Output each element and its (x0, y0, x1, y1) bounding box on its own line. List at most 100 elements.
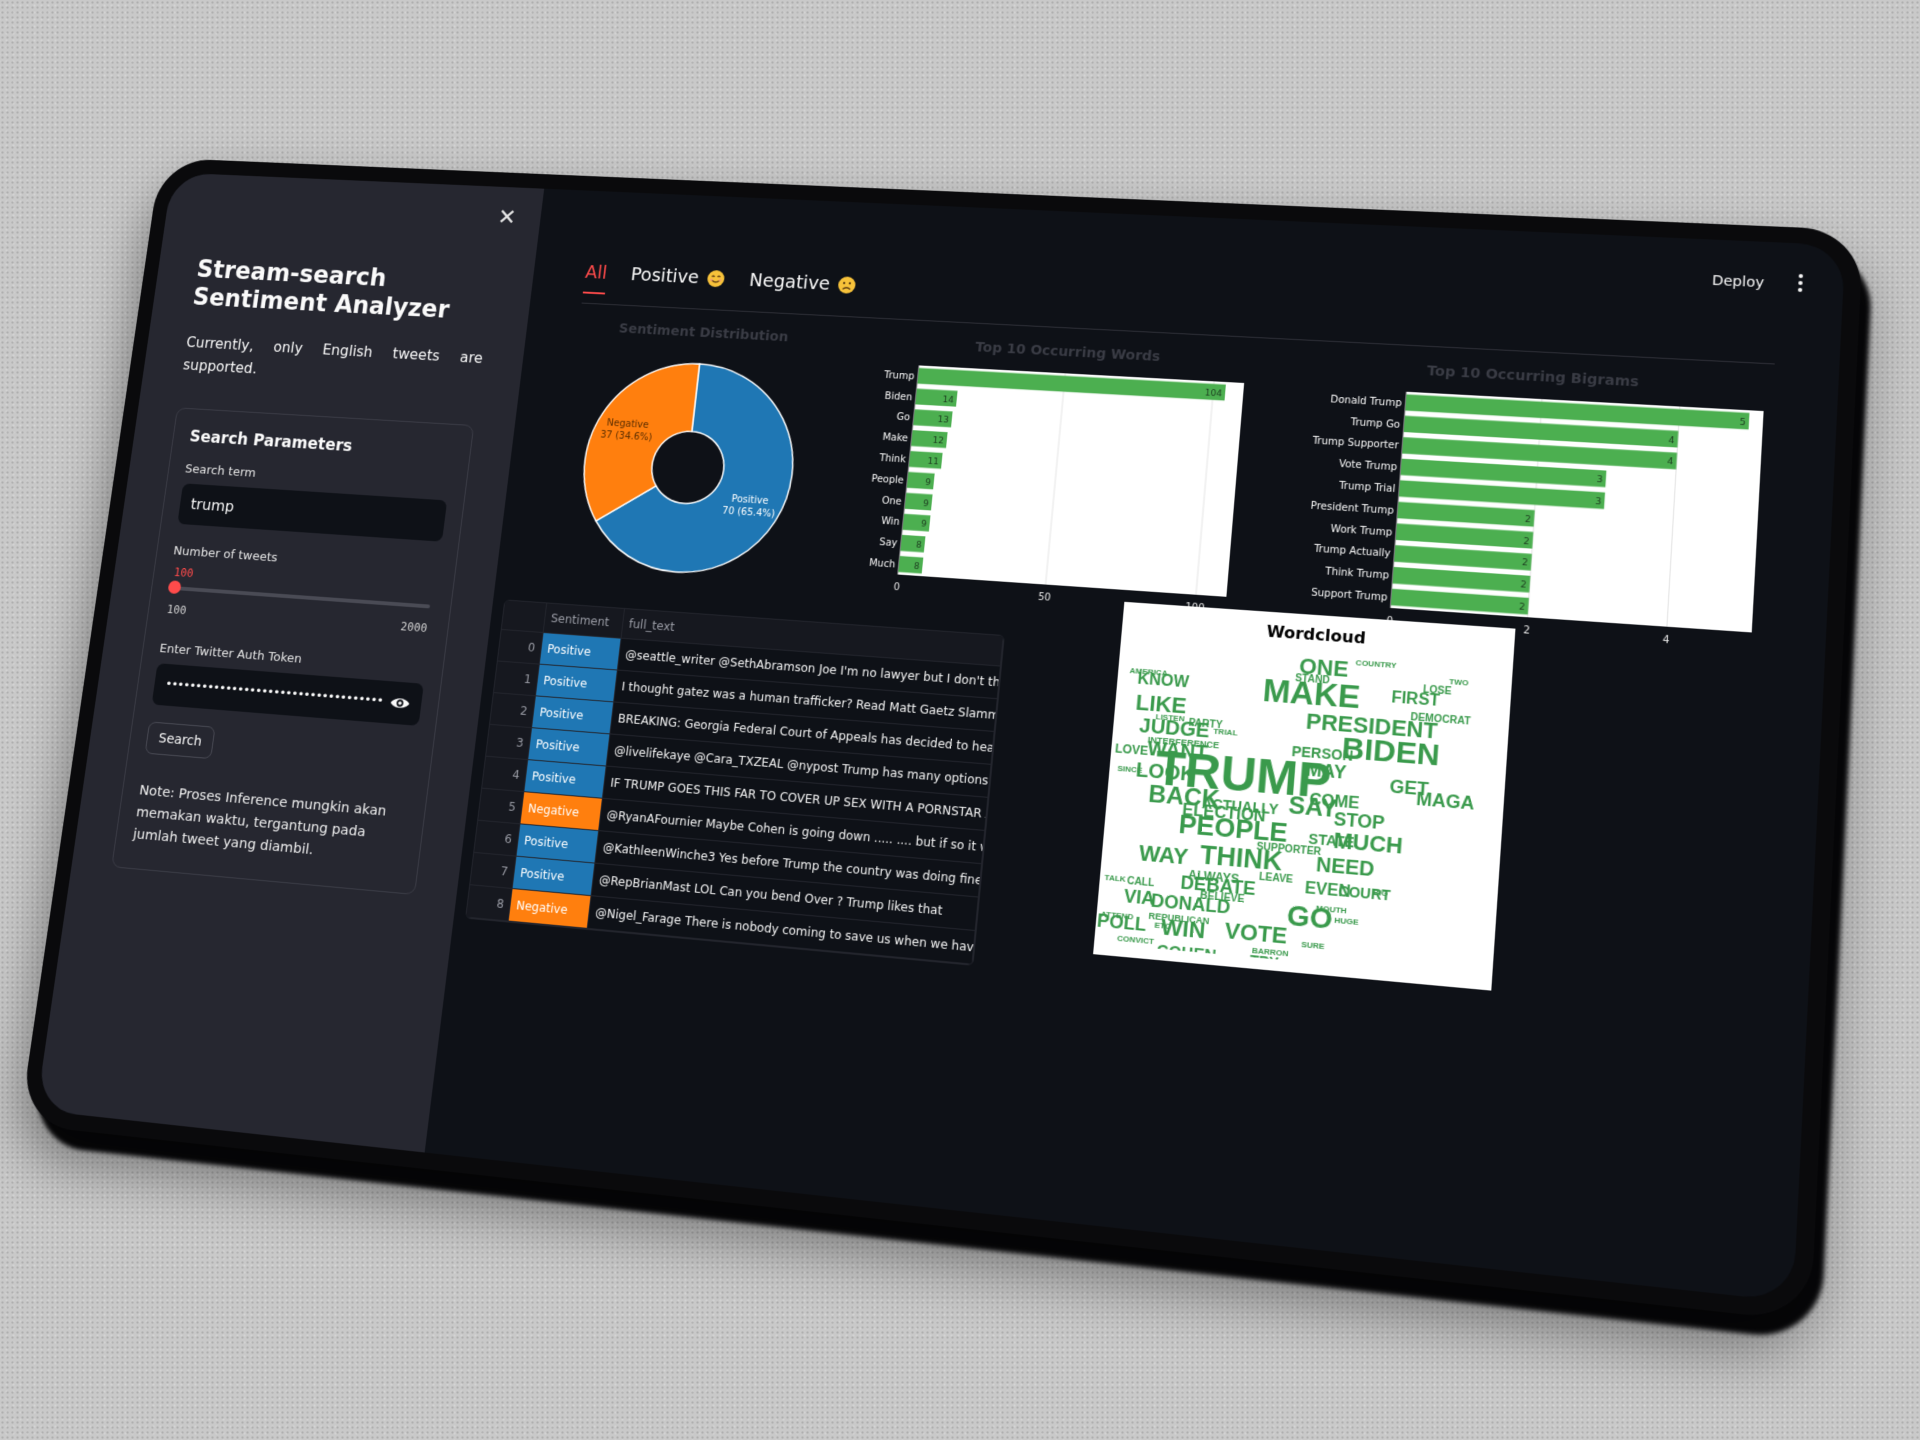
plot-area (1390, 391, 1764, 633)
bar-value-label: 2 (1523, 536, 1530, 547)
sentiment-cell[interactable]: Negative (508, 888, 592, 929)
row-index: 7 (470, 852, 517, 889)
bar-president-trump[interactable] (1397, 501, 1535, 527)
category-label: President Trump (1310, 500, 1394, 517)
category-label: Make (882, 432, 909, 445)
category-label: Vote Trump (1338, 459, 1397, 474)
category-label: Think Trump (1324, 566, 1390, 582)
search-button[interactable]: Search (144, 721, 216, 760)
wordcloud-word: COUNTRY (1355, 658, 1397, 671)
category-label: Think (878, 453, 907, 466)
category-label: Donald Trump (1330, 394, 1402, 409)
deploy-button[interactable]: Deploy (1711, 273, 1765, 292)
words-svg: 050100Trump104Biden14Go13Make12Think11Pe… (868, 349, 1245, 614)
bar-value-label: 9 (925, 478, 932, 488)
bar-go[interactable] (913, 409, 953, 428)
wordcloud-word: BIDEN (1341, 731, 1441, 773)
category-label: Trump Supporter (1311, 436, 1399, 452)
bar-value-label: 4 (1667, 457, 1674, 468)
menu-icon[interactable] (1789, 269, 1812, 298)
slider-min-label: 100 (166, 602, 188, 618)
tab-positive[interactable]: Positive (629, 264, 727, 298)
tab-positive-label[interactable]: Positive (629, 264, 701, 288)
bar-support-trump[interactable] (1390, 588, 1529, 615)
sentiment-pie-chart: Sentiment Distribution Positive 70 (65.4%… (533, 318, 846, 600)
bar-make[interactable] (911, 430, 948, 449)
table-body: 0 Positive @seattle_writer @SethAbramson J… (466, 629, 1001, 965)
slider-thumb[interactable] (167, 580, 182, 595)
frown-emoji-icon (837, 276, 857, 294)
wordcloud-word: GET (1389, 776, 1430, 800)
close-icon[interactable]: ✕ (496, 204, 518, 231)
eye-icon[interactable] (389, 695, 411, 712)
x-tick-label: 0 (893, 582, 900, 594)
close-sidebar-button[interactable]: ✕ (492, 203, 523, 231)
top-bigrams-bar-chart: Top 10 Occurring Bigrams 024Donald Trump… (1265, 356, 1787, 667)
num-tweets-slider[interactable]: 100 100 2000 (163, 565, 437, 644)
bar-trump-actually[interactable] (1394, 545, 1532, 571)
smile-emoji-icon (706, 269, 726, 288)
top-words-bar-chart: Top 10 Occurring Words 050100Trump104Bid… (837, 334, 1277, 631)
wordcloud-word: STAND (1295, 673, 1331, 687)
bar-value-label: 8 (915, 541, 922, 552)
pie-slice-positive[interactable] (591, 359, 804, 579)
bar-people[interactable] (906, 471, 935, 490)
category-label: Support Trump (1311, 587, 1388, 604)
wordcloud-image: Wordcloud TRUMP BIDEN MAKE PRESIDENT ONE FIRS… (1093, 601, 1516, 991)
wordcloud-word: BARRON (1251, 945, 1288, 958)
wordcloud-word: FIRST (1391, 688, 1442, 710)
app-description: Currently, only English tweets are suppo… (181, 334, 484, 378)
wordcloud-word: SINCE (1117, 763, 1143, 775)
pie-label-positive: Positive (731, 494, 769, 507)
wordcloud-word: EVEN (1304, 879, 1351, 901)
wordcloud-word: ACTUALLY (1201, 795, 1279, 817)
wordcloud-word: NEED (1315, 854, 1375, 882)
bar-value-label: 2 (1522, 558, 1529, 569)
bar-value-label: 3 (1596, 475, 1603, 486)
wordcloud-word: PERSON (1291, 743, 1354, 764)
bar-value-label: 2 (1525, 514, 1532, 525)
wordcloud-word: DEMOCRAT (1410, 712, 1471, 728)
bar-work-trump[interactable] (1395, 523, 1534, 549)
tab-negative-label[interactable]: Negative (748, 270, 831, 295)
bar-value-label: 8 (913, 562, 920, 573)
wordcloud-word: STOP (1333, 809, 1386, 834)
category-label: Trump (883, 370, 915, 383)
search-term-input[interactable]: trump (177, 483, 448, 542)
wordcloud-word: THINK (1199, 841, 1284, 877)
wordcloud-word: STATE (1308, 831, 1355, 851)
wordcloud-word: COHEN (1156, 943, 1217, 967)
bar-say[interactable] (900, 534, 926, 553)
app-title: Stream-search Sentiment Analyzer (190, 255, 451, 325)
plot-area (898, 365, 1245, 597)
wordcloud-word: ETC (1154, 920, 1172, 931)
tab-negative[interactable]: Negative (747, 270, 857, 305)
tab-all-label[interactable]: All (584, 262, 609, 284)
index-header (501, 600, 547, 633)
wordcloud-word: HUGE (1334, 915, 1359, 927)
wordcloud-word: TALK (1104, 872, 1127, 884)
bar-one[interactable] (904, 492, 933, 511)
bar-think[interactable] (908, 450, 943, 469)
wordcloud-word: BIG (1372, 887, 1388, 898)
wordcloud-word: CALL (1126, 875, 1155, 889)
slider-track[interactable] (168, 585, 431, 609)
bar-value-label: 2 (1520, 580, 1527, 591)
row-index: 2 (489, 692, 536, 728)
wordcloud-word: SURE (1301, 939, 1325, 951)
wordcloud-word: CONVICT (1117, 933, 1155, 946)
bar-win[interactable] (902, 513, 931, 532)
bar-much[interactable] (898, 555, 924, 574)
wordcloud-word: SAY (1287, 791, 1338, 823)
row-index: 4 (482, 756, 528, 792)
auth-token-value[interactable]: ••••••••••••••••••••••••••••••••••••••••… (164, 677, 384, 709)
tweets-dataframe[interactable]: Sentiment full_text 0 Positive @seattle_wr… (465, 599, 1005, 966)
tab-all[interactable]: All (582, 262, 609, 295)
bar-value-label: 5 (1739, 417, 1746, 428)
bar-think-trump[interactable] (1392, 566, 1531, 593)
bar-biden[interactable] (915, 388, 958, 407)
tweets-table: Sentiment full_text 0 Positive @seattle_wr… (466, 600, 1004, 965)
row-index: 8 (466, 884, 513, 922)
